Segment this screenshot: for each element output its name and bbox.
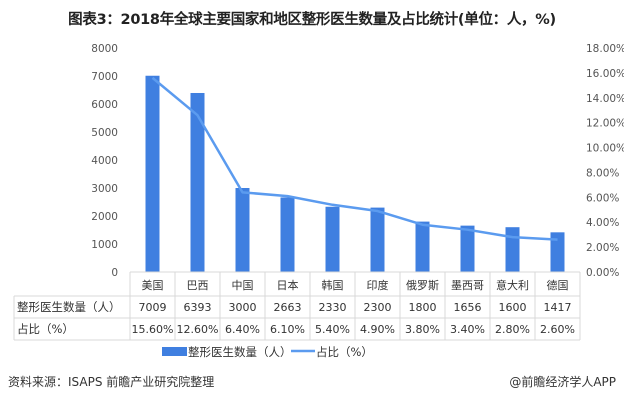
- bar-data-label: 2663: [274, 301, 302, 314]
- bar-韩国: [325, 206, 340, 272]
- bar-data-label: 2300: [364, 301, 392, 314]
- right-axis-tick-label: 16.00%: [586, 68, 624, 80]
- bar-data-label: 1600: [499, 301, 527, 314]
- category-label: 美国: [142, 279, 164, 292]
- left-axis-tick-label: 4000: [91, 155, 118, 167]
- bar-中国: [235, 188, 250, 272]
- bar-data-label: 1800: [409, 301, 437, 314]
- left-axis-tick-label: 0: [111, 267, 118, 279]
- line-data-label: 4.90%: [360, 323, 395, 336]
- category-label: 中国: [232, 279, 254, 292]
- left-axis-tick-label: 3000: [91, 183, 118, 195]
- right-axis-tick-label: 14.00%: [586, 93, 624, 105]
- bar-美国: [145, 75, 160, 272]
- legend-bar-swatch: [162, 347, 187, 356]
- line-data-label: 6.40%: [225, 323, 260, 336]
- category-label: 意大利: [496, 278, 529, 292]
- bar-德国: [550, 232, 565, 272]
- line-data-label: 2.60%: [540, 323, 575, 336]
- bar-data-label: 2330: [319, 301, 347, 314]
- right-axis-tick-label: 12.00%: [586, 118, 624, 130]
- bar-俄罗斯: [415, 221, 430, 272]
- category-label: 巴西: [187, 279, 209, 292]
- line-data-label: 15.60%: [132, 323, 174, 336]
- line-data-label: 3.40%: [450, 323, 485, 336]
- left-axis-tick-label: 2000: [91, 211, 118, 223]
- left-axis-tick-label: 5000: [91, 127, 118, 139]
- bar-data-label: 6393: [184, 301, 212, 314]
- source-note: 资料来源：ISAPS 前瞻产业研究院整理: [8, 375, 215, 389]
- bar-印度: [370, 207, 385, 272]
- right-axis-tick-label: 6.00%: [586, 192, 619, 204]
- left-axis-tick-label: 7000: [91, 71, 118, 83]
- category-label: 韩国: [322, 278, 344, 292]
- legend-bar-label: 整形医生数量（人）: [188, 345, 292, 359]
- bar-data-label: 1656: [454, 301, 482, 314]
- credit-note: @前瞻经济学人APP: [509, 375, 616, 389]
- line-data-label: 12.60%: [177, 323, 219, 336]
- category-label: 印度: [367, 278, 389, 292]
- table-row-header-share: 占比（%）: [17, 322, 74, 336]
- table-row-header-count: 整形医生数量（人）: [17, 300, 121, 314]
- left-axis-tick-label: 1000: [91, 239, 118, 251]
- chart-title: 图表3：2018年全球主要国家和地区整形医生数量及占比统计(单位：人，%): [68, 12, 556, 28]
- line-data-label: 6.10%: [270, 323, 305, 336]
- right-axis-tick-label: 18.00%: [586, 43, 624, 55]
- category-label: 日本: [277, 278, 299, 292]
- right-axis-tick-label: 2.00%: [586, 242, 619, 254]
- bar-data-label: 1417: [544, 301, 572, 314]
- category-label: 德国: [547, 278, 569, 292]
- bar-墨西哥: [460, 225, 475, 272]
- legend-line-label: 占比（%）: [316, 345, 373, 359]
- right-axis-tick-label: 4.00%: [586, 217, 619, 229]
- line-data-label: 2.80%: [495, 323, 530, 336]
- line-data-label: 3.80%: [405, 323, 440, 336]
- bar-巴西: [190, 92, 205, 272]
- share-line: [151, 76, 558, 241]
- left-axis-tick-label: 8000: [91, 43, 118, 55]
- bar-意大利: [505, 227, 520, 272]
- right-axis-tick-label: 10.00%: [586, 143, 624, 155]
- right-axis-tick-label: 0.00%: [586, 267, 619, 279]
- category-label: 墨西哥: [451, 279, 484, 292]
- bar-data-label: 7009: [139, 301, 167, 314]
- line-data-label: 5.40%: [315, 323, 350, 336]
- category-label: 俄罗斯: [406, 279, 439, 292]
- right-axis-tick-label: 8.00%: [586, 167, 619, 179]
- bar-data-label: 3000: [229, 301, 257, 314]
- bar-日本: [280, 197, 295, 272]
- left-axis-tick-label: 6000: [91, 99, 118, 111]
